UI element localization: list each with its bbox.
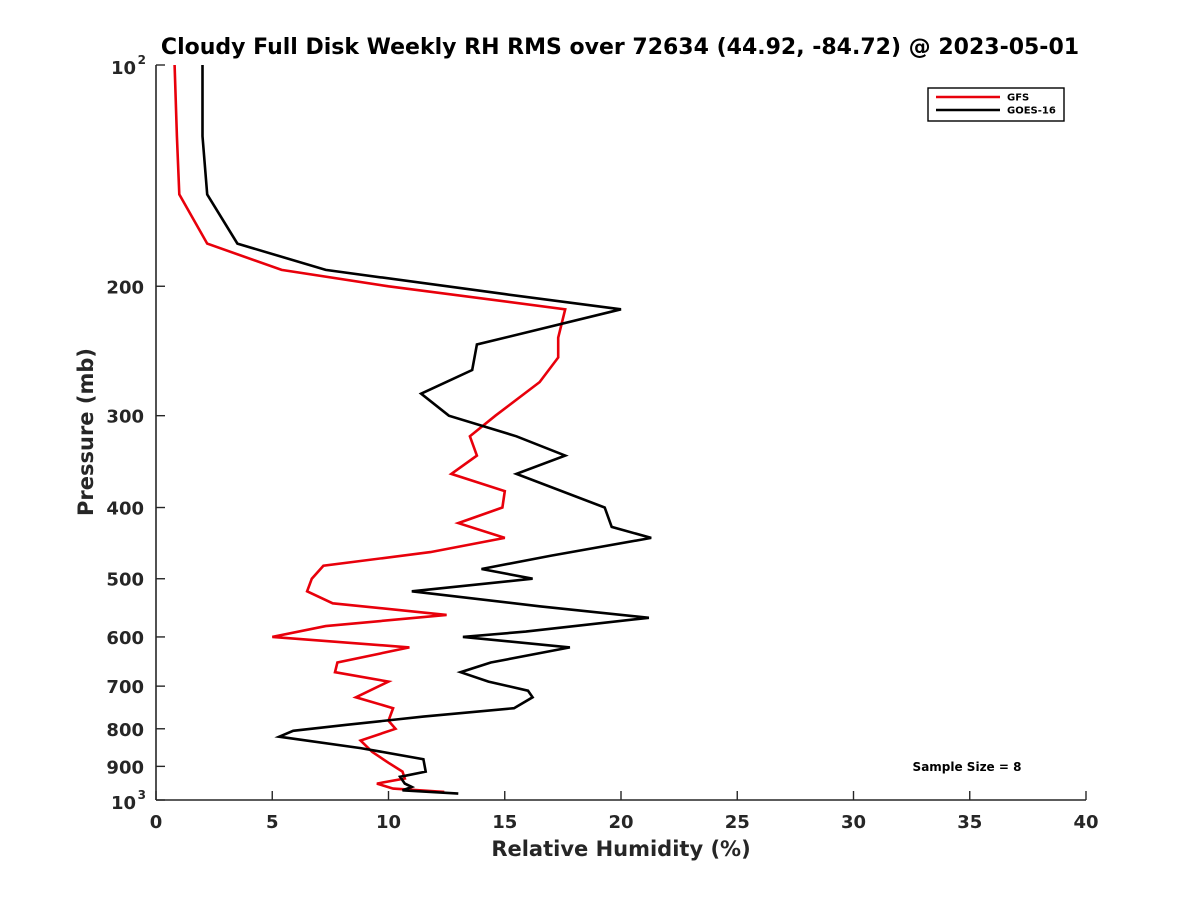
- y-tick-label: 10: [111, 58, 136, 79]
- y-axis-label: Pressure (mb): [74, 348, 98, 516]
- legend-box: [927, 87, 1065, 122]
- y-tick-exponent: 3: [138, 788, 146, 802]
- x-tick-label: 35: [957, 812, 982, 833]
- x-tick-label: 30: [841, 812, 866, 833]
- y-tick-label: 500: [106, 570, 144, 591]
- legend-label-gfs: GFS: [1007, 93, 1029, 104]
- y-tick-exponent: 2: [138, 53, 146, 67]
- y-tick-label: 700: [106, 677, 144, 698]
- x-axis-label: Relative Humidity (%): [491, 837, 750, 861]
- y-tick-label: 800: [106, 720, 144, 741]
- x-tick-label: 15: [492, 812, 517, 833]
- y-tick-label: 400: [106, 499, 144, 520]
- y-tick-label: 600: [106, 628, 144, 649]
- legend: GFS GOES-16: [927, 87, 1065, 122]
- x-tick-label: 20: [608, 812, 633, 833]
- y-tick-label: 300: [106, 407, 144, 428]
- sample-size-annotation: Sample Size = 8: [913, 760, 1022, 774]
- legend-label-goes-16: GOES-16: [1007, 106, 1056, 117]
- x-tick-label: 0: [150, 812, 163, 833]
- x-axis-ticks: 0 5 10 15 20 25 30 35 40: [150, 791, 1099, 833]
- series-line-gfs: [173, 64, 567, 794]
- x-tick-label: 25: [725, 812, 750, 833]
- series-layer: [173, 64, 652, 795]
- x-tick-label: 10: [376, 812, 401, 833]
- x-tick-label: 40: [1073, 812, 1098, 833]
- series-line-goes-16: [201, 65, 652, 795]
- x-tick-label: 5: [266, 812, 279, 833]
- chart-title: Cloudy Full Disk Weekly RH RMS over 7263…: [161, 35, 1079, 60]
- y-tick-label: 200: [106, 277, 144, 298]
- y-tick-label: 900: [106, 757, 144, 778]
- y-tick-label: 10: [111, 793, 136, 814]
